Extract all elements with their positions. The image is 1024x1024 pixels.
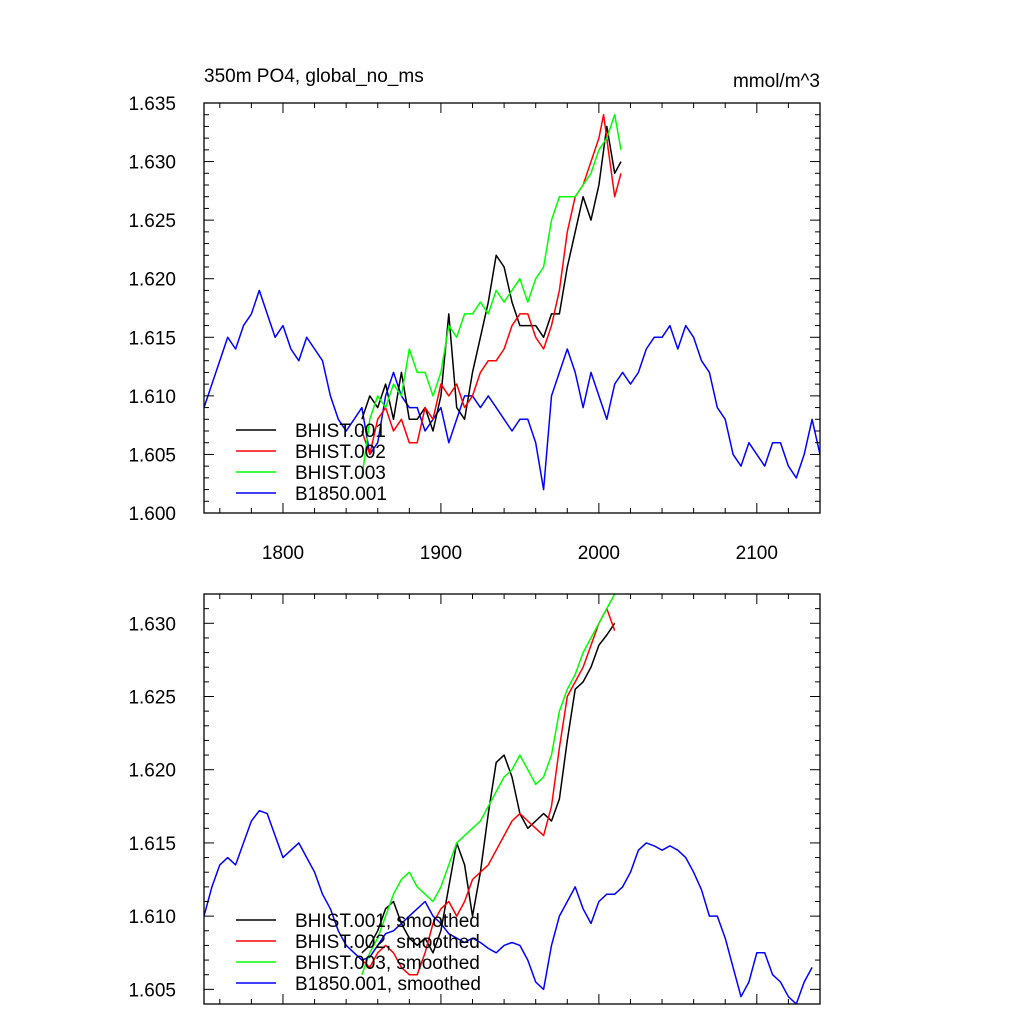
series-line-bhist-001 <box>361 622 616 954</box>
top-plot-frame <box>203 102 821 514</box>
x-tick-label: 1800 <box>262 543 304 564</box>
series-line-bhist-003 <box>361 594 616 975</box>
y-tick-label: 1.625 <box>128 211 176 232</box>
series-line-b1850-001 <box>204 289 820 491</box>
y-tick-label: 1.625 <box>128 688 176 709</box>
y-tick-label: 1.605 <box>128 980 176 1001</box>
series-line-bhist-002 <box>361 113 622 456</box>
series-line-bhist-003 <box>361 113 622 479</box>
legend-label: BHIST.002, smoothed <box>295 932 480 953</box>
chart-title: 350m PO4, global_no_ms <box>204 66 424 87</box>
y-tick-label: 1.610 <box>128 387 176 408</box>
x-tick-label: 1900 <box>420 543 462 564</box>
series-line-bhist-002 <box>361 607 616 976</box>
series-line-b1850-001 <box>204 809 813 1004</box>
x-tick-label: 2000 <box>578 543 620 564</box>
x-tick-label: 2100 <box>736 543 778 564</box>
top-panel: 350m PO4, global_no_ms mmol/m^3 BHIST.00… <box>128 66 821 564</box>
y-tick-label: 1.620 <box>128 270 176 291</box>
bottom-plot-area <box>204 594 813 1004</box>
y-tick-label: 1.635 <box>128 94 176 115</box>
series-line-bhist-001 <box>361 125 622 432</box>
legend-label: B1850.001 <box>295 484 387 505</box>
legend-label: B1850.001, smoothed <box>295 974 481 995</box>
legend-label: BHIST.001 <box>295 421 386 442</box>
legend-label: BHIST.001, smoothed <box>295 911 480 932</box>
y-tick-label: 1.620 <box>128 761 176 782</box>
legend-label: BHIST.002 <box>295 442 386 463</box>
legend-label: BHIST.003, smoothed <box>295 953 480 974</box>
y-tick-label: 1.605 <box>128 445 176 466</box>
y-tick-label: 1.615 <box>128 834 176 855</box>
y-tick-label: 1.615 <box>128 328 176 349</box>
units-label: mmol/m^3 <box>733 71 820 92</box>
y-tick-label: 1.610 <box>128 907 176 928</box>
top-plot-area <box>204 113 820 491</box>
y-tick-label: 1.600 <box>128 504 176 525</box>
y-tick-label: 1.630 <box>128 614 176 635</box>
y-tick-label: 1.630 <box>128 153 176 174</box>
legend-label: BHIST.003 <box>295 463 386 484</box>
